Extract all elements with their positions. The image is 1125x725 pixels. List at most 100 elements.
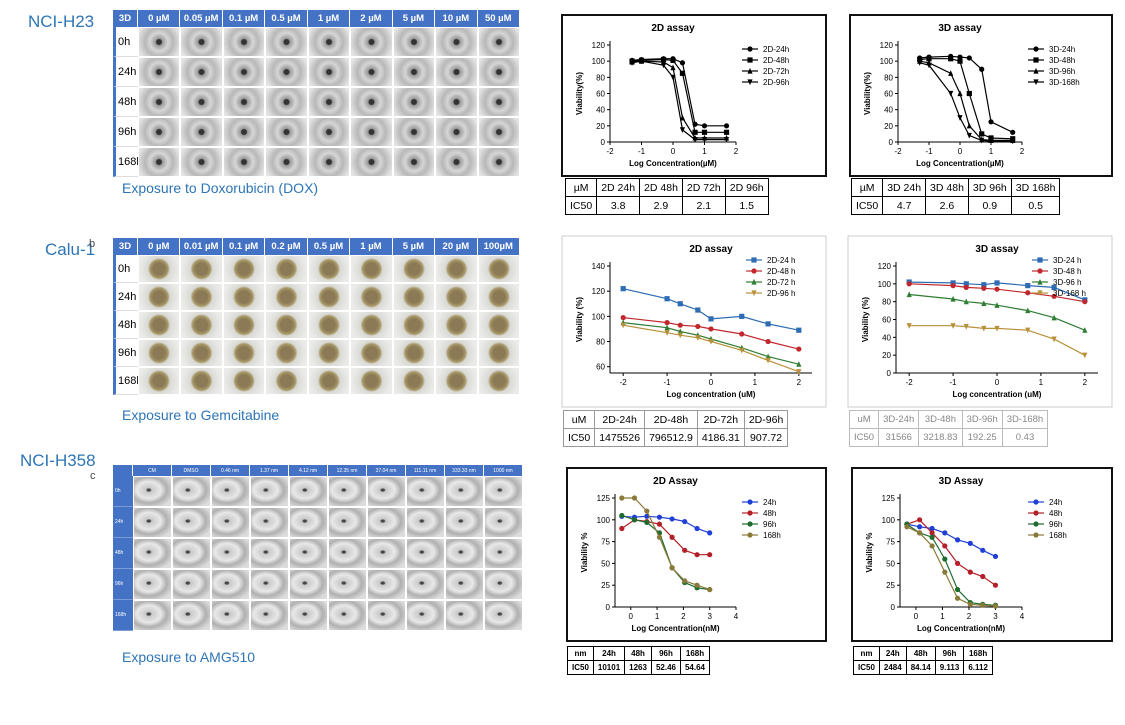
data-point xyxy=(664,296,670,302)
header-cell: 3D 168h xyxy=(1010,178,1061,197)
table-body: nm 24h 48h 96h 168h IC50 2484 84.14 9.113 6.112 xyxy=(853,646,993,675)
legend-label: 2D-96h xyxy=(763,78,789,87)
x-tick-label: 2 xyxy=(1020,147,1025,156)
micrograph xyxy=(406,569,445,600)
data-point xyxy=(682,578,688,584)
data-point xyxy=(1033,46,1039,52)
micrograph xyxy=(180,339,223,367)
micrograph xyxy=(367,538,406,569)
row-label: 168h xyxy=(113,147,142,177)
y-tick-label: 100 xyxy=(592,312,606,321)
data-point xyxy=(1082,327,1088,333)
micrograph xyxy=(435,147,478,177)
value-row: IC50 31566 3218.83 192.25 0.43 xyxy=(848,428,1049,447)
micrograph xyxy=(350,367,393,395)
x-tick-label: 0 xyxy=(995,378,1000,387)
legend-label: 3D-24 h xyxy=(1053,256,1081,265)
value-cell: 1263 xyxy=(624,660,652,675)
data-point xyxy=(967,601,973,607)
data-point xyxy=(1010,138,1016,145)
micrograph xyxy=(265,339,308,367)
table-body: uM 2D-24h 2D-48h 2D-72h 2D-96h IC50 1475526 796… xyxy=(562,410,789,447)
x-tick-label: 1 xyxy=(989,147,994,156)
micrograph xyxy=(211,538,250,569)
micrograph xyxy=(435,367,478,395)
micrograph xyxy=(138,283,181,311)
header-cell: nm xyxy=(853,646,880,661)
micrograph xyxy=(392,367,436,395)
data-point xyxy=(906,291,912,298)
data-point xyxy=(917,524,923,530)
data-point xyxy=(644,519,650,526)
legend-label: 2D-48 h xyxy=(767,267,795,276)
data-point xyxy=(679,60,686,66)
data-point xyxy=(950,295,956,302)
micrograph xyxy=(392,87,436,117)
micrograph xyxy=(435,311,478,339)
data-point xyxy=(992,582,999,588)
data-point xyxy=(739,313,745,319)
column-header: 1 µM xyxy=(350,238,393,255)
data-point xyxy=(1033,499,1039,505)
data-point xyxy=(701,136,708,143)
header-row: uM 3D-24h 3D-48h 3D-96h 3D-168h xyxy=(848,410,1049,429)
data-point xyxy=(695,323,701,330)
micrograph xyxy=(435,255,478,283)
chart-title: 2D Assay xyxy=(653,476,698,487)
data-point xyxy=(954,595,961,601)
micrograph xyxy=(180,87,223,117)
column-header: 0.1 µM xyxy=(222,10,266,27)
y-tick-label: 100 xyxy=(880,57,894,66)
micrograph xyxy=(250,476,289,507)
header-cell: 2D-48h xyxy=(644,410,698,429)
data-point xyxy=(677,301,683,307)
micrograph xyxy=(172,507,211,538)
micrograph xyxy=(350,255,393,283)
data-point xyxy=(957,54,963,60)
chart-title: 3D Assay xyxy=(939,476,984,487)
row-label-cell: IC50 xyxy=(562,428,596,447)
caption: Exposure to AMG510 xyxy=(122,649,256,665)
data-point xyxy=(954,560,961,567)
micrograph xyxy=(484,507,523,538)
row-label: 0h xyxy=(113,255,138,283)
micrograph xyxy=(307,367,351,395)
data-point xyxy=(656,534,663,540)
micrograph xyxy=(138,147,181,177)
data-point xyxy=(619,512,625,519)
micrograph xyxy=(222,27,266,57)
image-grid: CM DMSO 0.46 nm 1.37 nm 4.12 nm 12.35 nm 37.04… xyxy=(113,465,523,631)
chart-title: 2D assay xyxy=(689,244,733,255)
data-point xyxy=(950,323,956,329)
data-point xyxy=(966,90,972,97)
legend-label: 2D-48h xyxy=(763,56,789,65)
micrograph xyxy=(265,255,308,283)
header-cell: 3D-48h xyxy=(918,410,963,429)
data-point xyxy=(765,321,771,327)
row-label-cell: IC50 xyxy=(850,196,884,215)
value-cell: 84.14 xyxy=(905,660,936,675)
legend-label: 48h xyxy=(763,509,776,518)
data-point xyxy=(992,553,999,560)
ic50-table: uM 2D-24h 2D-48h 2D-72h 2D-96h IC50 1475526 796… xyxy=(562,410,789,447)
micrograph xyxy=(222,147,266,177)
micrograph xyxy=(435,57,478,87)
cell-line-label: Calu-1 xyxy=(45,240,96,259)
micrograph xyxy=(211,476,250,507)
header-cell: 2D-72h xyxy=(696,410,745,429)
data-point xyxy=(966,132,972,139)
micrograph xyxy=(289,569,328,600)
micrograph xyxy=(392,311,436,339)
legend-label: 3D-24h xyxy=(1049,45,1075,54)
legend-label: 3D-96 h xyxy=(1053,278,1081,287)
y-tick-label: 50 xyxy=(601,559,610,568)
data-point xyxy=(747,499,753,505)
legend-label: 2D-24 h xyxy=(767,256,795,265)
data-point xyxy=(765,357,771,364)
micrograph xyxy=(180,283,223,311)
micrograph xyxy=(265,117,308,147)
x-tick-label: 3 xyxy=(707,612,712,621)
chart-frame xyxy=(851,467,1113,642)
value-cell: 31566 xyxy=(878,428,920,447)
row-label-cell: IC50 xyxy=(853,660,880,675)
